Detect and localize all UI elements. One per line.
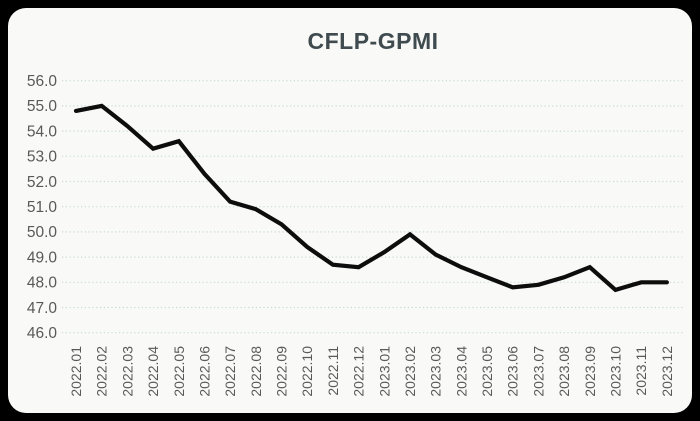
y-tick-label: 54.0 xyxy=(27,123,58,140)
y-tick-label: 51.0 xyxy=(27,199,58,216)
gridlines xyxy=(62,80,684,334)
y-axis-labels: 56.0 55.0 54.0 53.0 52.0 51.0 50.0 49.0 48.0 47.0… xyxy=(27,73,58,342)
x-tick-label: 2022.06 xyxy=(196,346,212,397)
x-tick-label: 2022.09 xyxy=(274,346,290,397)
x-tick-label: 2022.12 xyxy=(351,346,367,397)
x-tick-label: 2022.04 xyxy=(145,346,161,397)
data-line-cflp-gpmi xyxy=(73,103,670,293)
x-tick-label: 2022.07 xyxy=(222,346,238,397)
x-tick-label: 2023.11 xyxy=(633,346,649,396)
chart-card: CFLP-GPMI xyxy=(8,8,692,413)
x-tick-label: 2023.07 xyxy=(530,346,546,397)
x-tick-label: 2022.08 xyxy=(248,346,264,397)
x-tick-label: 2023.08 xyxy=(556,346,572,397)
y-tick-label: 48.0 xyxy=(27,275,58,292)
y-tick-label: 47.0 xyxy=(27,300,58,317)
x-tick-label: 2023.10 xyxy=(607,346,623,397)
y-tick-label: 49.0 xyxy=(27,249,58,266)
x-tick-label: 2023.02 xyxy=(402,346,418,397)
chart-title: CFLP-GPMI xyxy=(307,28,439,54)
x-tick-label: 2022.01 xyxy=(68,346,84,397)
x-tick-label: 2023.12 xyxy=(659,346,675,397)
y-tick-label: 52.0 xyxy=(27,174,58,191)
x-tick-label: 2022.02 xyxy=(94,346,110,397)
x-tick-label: 2022.11 xyxy=(325,346,341,396)
x-tick-label: 2023.06 xyxy=(505,346,521,397)
y-tick-label: 50.0 xyxy=(27,224,58,241)
x-tick-label: 2022.10 xyxy=(299,346,315,397)
x-tick-label: 2023.05 xyxy=(479,346,495,397)
y-tick-label: 46.0 xyxy=(27,325,58,342)
x-tick-label: 2023.04 xyxy=(453,346,469,397)
x-axis-labels: 2022.01 2022.02 2022.03 2022.04 2022.05 2022.… xyxy=(68,346,675,397)
x-tick-label: 2022.05 xyxy=(171,346,187,397)
x-tick-label: 2023.01 xyxy=(376,346,392,397)
y-tick-label: 53.0 xyxy=(27,149,58,166)
y-tick-label: 55.0 xyxy=(27,98,58,115)
x-tick-label: 2023.09 xyxy=(582,346,598,397)
x-tick-label: 2023.03 xyxy=(428,346,444,397)
x-tick-label: 2022.03 xyxy=(119,346,135,397)
y-tick-label: 56.0 xyxy=(27,73,58,90)
